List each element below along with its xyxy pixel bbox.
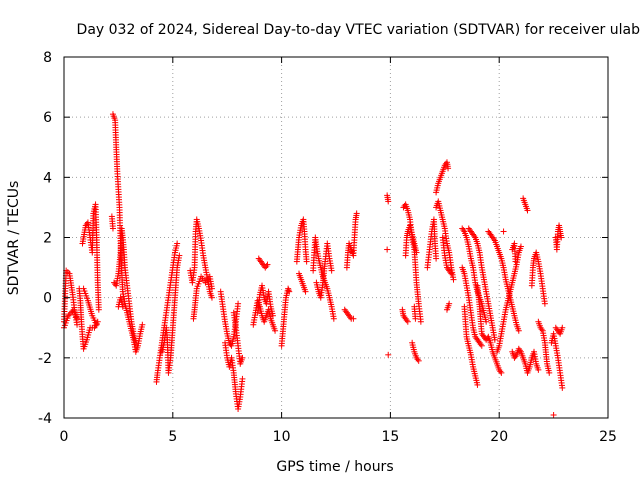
data-point — [74, 321, 81, 328]
data-point — [174, 240, 181, 247]
data-point — [350, 315, 357, 322]
data-point — [269, 312, 276, 319]
data-point — [450, 276, 457, 283]
data-point — [412, 315, 419, 322]
data-point — [385, 351, 392, 358]
axis-ticks — [63, 56, 609, 419]
data-point — [235, 300, 242, 307]
x-axis-title: GPS time / hours — [276, 459, 393, 475]
x-tick-label: 10 — [273, 429, 291, 445]
data-point — [512, 258, 519, 265]
y-tick-label: -2 — [38, 351, 52, 367]
data-point — [546, 369, 553, 376]
data-point — [535, 366, 542, 373]
data-point — [415, 357, 422, 364]
data-point — [239, 354, 246, 361]
data-point — [558, 234, 565, 241]
data-point — [328, 267, 335, 274]
data-point — [483, 318, 490, 325]
data-point — [139, 321, 146, 328]
data-point — [384, 246, 391, 253]
data-point — [95, 306, 102, 313]
data-point — [417, 318, 424, 325]
data-point — [498, 369, 505, 376]
y-tick-label: 0 — [43, 291, 52, 307]
data-point — [385, 198, 392, 205]
data-point — [446, 300, 453, 307]
data-point — [74, 315, 81, 322]
grid-lines — [64, 57, 608, 418]
y-tick-label: 8 — [43, 50, 52, 66]
y-tick-label: 2 — [43, 231, 52, 247]
x-tick-label: 20 — [490, 429, 508, 445]
data-point — [239, 375, 246, 382]
data-point — [500, 228, 507, 235]
data-point — [517, 243, 524, 250]
data-point — [132, 339, 139, 346]
data-point — [448, 270, 455, 277]
x-tick-label: 5 — [168, 429, 177, 445]
data-point — [208, 294, 215, 301]
data-point — [302, 288, 309, 295]
data-point — [109, 225, 116, 232]
y-axis-title: SDTVAR / TECUs — [6, 181, 22, 296]
data-point — [208, 285, 215, 292]
y-tick-label: 4 — [43, 170, 52, 186]
data-point — [515, 327, 522, 334]
data-point — [433, 255, 440, 262]
data-point — [559, 324, 566, 331]
x-tick-label: 15 — [381, 429, 399, 445]
data-point — [541, 300, 548, 307]
data-point — [286, 288, 293, 295]
data-point — [524, 207, 531, 214]
data-point — [353, 210, 360, 217]
data-point — [478, 342, 485, 349]
data-point — [330, 315, 337, 322]
data-point — [413, 249, 420, 256]
data-point — [272, 327, 279, 334]
data-point — [559, 384, 566, 391]
y-tick-label: -4 — [38, 411, 52, 427]
data-point — [445, 165, 452, 172]
chart-title: Day 032 of 2024, Sidereal Day-to-day VTE… — [77, 22, 640, 38]
data-point — [264, 261, 271, 268]
data-point — [303, 258, 310, 265]
data-point — [474, 381, 481, 388]
y-tick-label: 6 — [43, 110, 52, 126]
data-point — [119, 303, 126, 310]
x-tick-label: 0 — [60, 429, 69, 445]
data-point — [176, 252, 183, 259]
x-tick-label: 25 — [599, 429, 617, 445]
data-point — [491, 336, 498, 343]
data-point — [550, 411, 557, 418]
data-points — [61, 111, 566, 418]
data-point — [93, 321, 100, 328]
data-point — [404, 318, 411, 325]
y-tick-labels: -4 -2 0 2 4 6 8 — [38, 50, 52, 427]
x-tick-labels: 0 5 10 15 20 25 — [60, 429, 617, 445]
